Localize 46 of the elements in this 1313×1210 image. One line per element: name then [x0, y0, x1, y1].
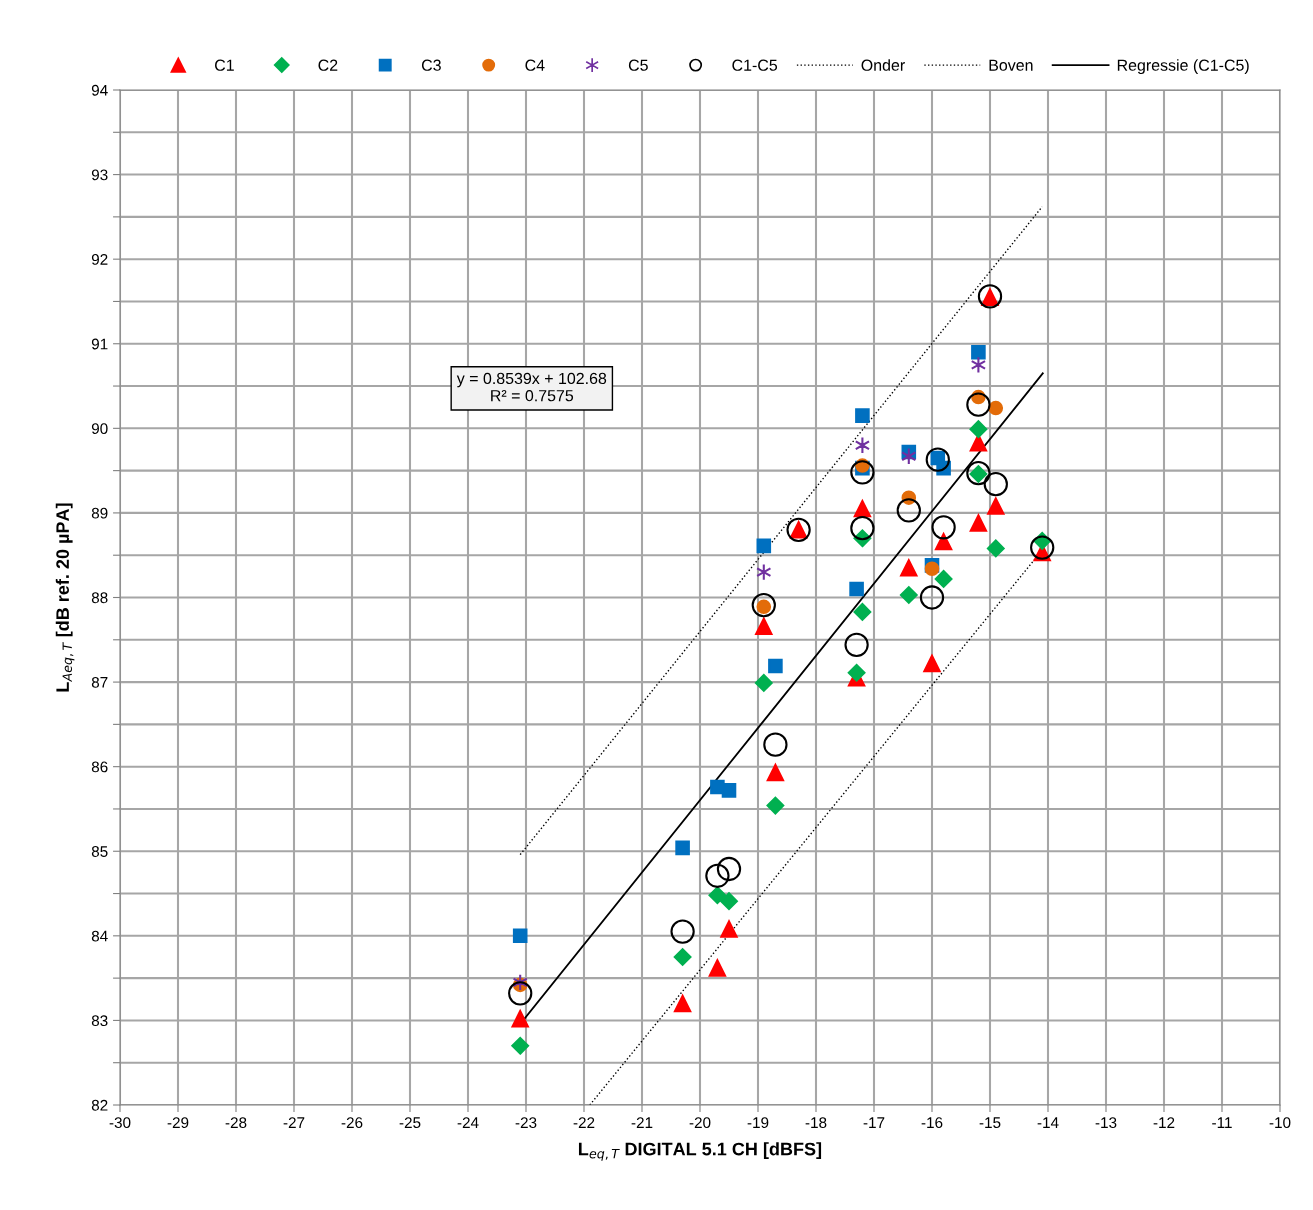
legend-label: C1	[215, 59, 234, 71]
y-axis-title: L$_{Aeq,T}$ [dB ref. 20 µPA]	[55, 503, 75, 692]
x-tick-label: -26	[341, 1117, 363, 1129]
x-tick-label: -13	[1095, 1117, 1117, 1129]
x-tick-label: -30	[109, 1117, 131, 1129]
x-tick-label: -16	[921, 1117, 943, 1129]
x-tick-label: -17	[863, 1117, 885, 1128]
y-tick-label: 89	[91, 507, 108, 519]
x-tick-label: -28	[225, 1117, 247, 1129]
y-tick-label: 85	[91, 846, 108, 857]
y-tick-label: 93	[91, 169, 108, 181]
y-tick-label: 90	[91, 423, 108, 435]
x-tick-label: -14	[1037, 1117, 1059, 1128]
y-tick-label: 88	[91, 592, 108, 604]
x-tick-label: -25	[399, 1117, 421, 1129]
y-tick-label: 87	[91, 676, 108, 688]
y-tick-label: 94	[91, 84, 108, 96]
x-tick-label: -23	[515, 1117, 537, 1129]
x-tick-label: -19	[747, 1117, 769, 1129]
y-tick-label: 82	[91, 1099, 108, 1111]
legend-label: C1-C5	[732, 59, 778, 71]
x-tick-label: -11	[1212, 1117, 1232, 1128]
legend-label: C4	[525, 59, 545, 71]
y-tick-label: 83	[91, 1015, 108, 1027]
y-tick-label: 86	[91, 761, 108, 773]
legend-label: C2	[318, 59, 338, 71]
x-tick-label: -18	[805, 1117, 827, 1129]
x-tick-label: -12	[1153, 1117, 1175, 1128]
y-tick-label: 84	[91, 930, 108, 942]
legend-label: Regressie (C1-C5)	[1117, 59, 1249, 75]
legend-label: C3	[421, 59, 441, 71]
x-tick-label: -10	[1269, 1117, 1291, 1129]
legend-label: Onder	[861, 59, 905, 71]
y-tick-label: 91	[91, 338, 108, 350]
x-tick-label: -21	[631, 1117, 653, 1128]
x-tick-label: -20	[689, 1117, 711, 1129]
x-axis-title: L$_{eq,T}$ DIGITAL 5.1 CH [dBFS]	[578, 1142, 822, 1161]
legend-label: Boven	[989, 59, 1033, 71]
x-tick-label: -27	[283, 1117, 305, 1128]
x-tick-label: -15	[979, 1117, 1001, 1129]
legend-label: C5	[628, 59, 648, 71]
y-tick-label: 92	[91, 254, 108, 265]
annotation: y = 0.8539x + 102.68 R² = 0.7575	[456, 372, 607, 402]
x-tick-label: -24	[457, 1117, 479, 1128]
x-tick-label: -29	[167, 1117, 189, 1129]
x-tick-label: -22	[573, 1117, 595, 1128]
